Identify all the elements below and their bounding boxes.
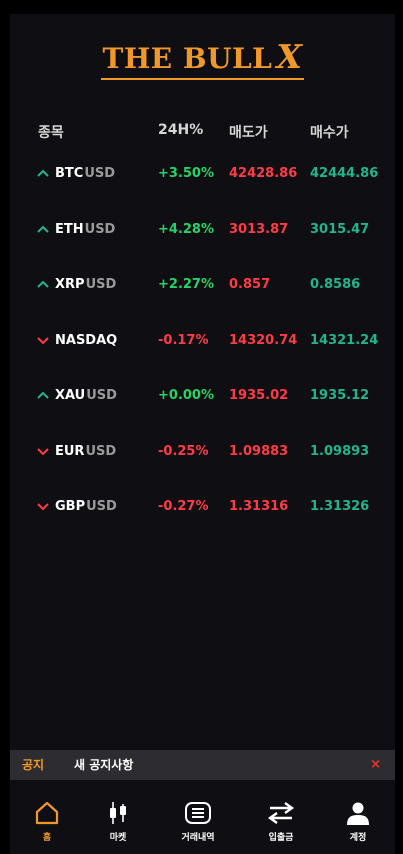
sell-price: 42428.86	[229, 166, 298, 181]
chevron-down-icon	[37, 330, 49, 345]
buy-price: 14321.24	[310, 333, 379, 348]
brand-logo[interactable]: THE BULL X	[10, 40, 395, 80]
symbol: EURUSD	[55, 441, 116, 463]
chevron-up-icon	[37, 219, 49, 234]
change-percent: -0.25%	[158, 444, 209, 459]
symbol-base: EUR	[55, 444, 85, 459]
market-row[interactable]: XAUUSD +0.00% 1935.02 1935.12	[10, 385, 395, 407]
column-header-sell: 매도가	[229, 125, 268, 141]
notice-bar[interactable]: 공지 새 공지사항 ×	[10, 750, 395, 780]
user-icon	[328, 798, 388, 828]
app-frame: THE BULL X 종목 24H% 매도가 매수가 BTCUSD +3.50% 42…	[10, 14, 395, 853]
brand-name: THE BULL	[102, 42, 273, 75]
nav-account[interactable]: 계정	[328, 784, 388, 854]
change-percent: -0.17%	[158, 333, 209, 348]
chevron-down-icon	[37, 441, 49, 456]
sell-price: 14320.74	[229, 333, 298, 348]
bottom-nav: 홈 마켓 거래내역	[10, 784, 395, 854]
sell-price: 1935.02	[229, 388, 289, 403]
chevron-down-icon	[37, 496, 49, 511]
symbol: XRPUSD	[55, 274, 116, 296]
market-row[interactable]: EURUSD -0.25% 1.09883 1.09893	[10, 441, 395, 463]
sell-price: 1.31316	[229, 499, 289, 514]
buy-price: 3015.47	[310, 222, 370, 237]
symbol-quote: USD	[85, 444, 117, 459]
sell-price: 1.09883	[229, 444, 289, 459]
column-header-change: 24H%	[158, 122, 204, 138]
change-percent: +4.28%	[158, 222, 214, 237]
buy-price: 42444.86	[310, 166, 379, 181]
nav-home[interactable]: 홈	[17, 784, 77, 854]
symbol-base: XAU	[55, 388, 86, 403]
market-row[interactable]: NASDAQ -0.17% 14320.74 14321.24	[10, 330, 395, 352]
nav-home-label: 홈	[42, 833, 52, 843]
symbol-base: XRP	[55, 277, 85, 292]
symbol-quote: USD	[86, 499, 117, 514]
change-percent: +0.00%	[158, 388, 214, 403]
symbol-quote: USD	[86, 388, 117, 403]
symbol-base: GBP	[55, 499, 86, 514]
notice-close-button[interactable]: ×	[370, 757, 381, 772]
symbol-base: NASDAQ	[55, 333, 118, 348]
buy-price: 1.09893	[310, 444, 370, 459]
home-icon	[17, 798, 77, 828]
nav-account-label: 계정	[349, 833, 367, 843]
column-header-symbol: 종목	[38, 125, 64, 141]
nav-market-label: 마켓	[109, 833, 127, 843]
market-row[interactable]: XRPUSD +2.27% 0.857 0.8586	[10, 274, 395, 296]
nav-history-label: 거래내역	[181, 833, 215, 843]
brand-suffix: X	[276, 37, 303, 76]
buy-price: 0.8586	[310, 277, 361, 292]
symbol-quote: USD	[84, 166, 116, 181]
notice-label: 공지	[22, 758, 45, 772]
buy-price: 1935.12	[310, 388, 370, 403]
change-percent: -0.27%	[158, 499, 209, 514]
market-row[interactable]: BTCUSD +3.50% 42428.86 42444.86	[10, 163, 395, 185]
transfer-arrows-icon	[251, 798, 311, 828]
symbol: GBPUSD	[55, 496, 117, 518]
chevron-up-icon	[37, 274, 49, 289]
market-row[interactable]: ETHUSD +4.28% 3013.87 3015.47	[10, 219, 395, 241]
symbol-quote: USD	[84, 222, 116, 237]
change-percent: +3.50%	[158, 166, 214, 181]
notice-text[interactable]: 새 공지사항	[74, 758, 134, 772]
chevron-up-icon	[37, 163, 49, 178]
nav-market[interactable]: 마켓	[88, 784, 148, 854]
symbol: BTCUSD	[55, 163, 115, 185]
nav-transfer[interactable]: 입출금	[251, 784, 311, 854]
sell-price: 3013.87	[229, 222, 289, 237]
brand-logo-text: THE BULL X	[100, 37, 305, 80]
symbol: XAUUSD	[55, 385, 117, 407]
candlestick-icon	[88, 798, 148, 828]
symbol: NASDAQ	[55, 330, 118, 352]
symbol: ETHUSD	[55, 219, 115, 241]
nav-history[interactable]: 거래내역	[168, 784, 228, 854]
nav-transfer-label: 입출금	[268, 833, 294, 843]
chevron-up-icon	[37, 385, 49, 400]
symbol-base: BTC	[55, 166, 84, 181]
market-row[interactable]: GBPUSD -0.27% 1.31316 1.31326	[10, 496, 395, 518]
sell-price: 0.857	[229, 277, 271, 292]
change-percent: +2.27%	[158, 277, 214, 292]
buy-price: 1.31326	[310, 499, 370, 514]
list-icon	[168, 798, 228, 828]
symbol-base: ETH	[55, 222, 84, 237]
symbol-quote: USD	[85, 277, 117, 292]
column-header-buy: 매수가	[310, 125, 349, 141]
